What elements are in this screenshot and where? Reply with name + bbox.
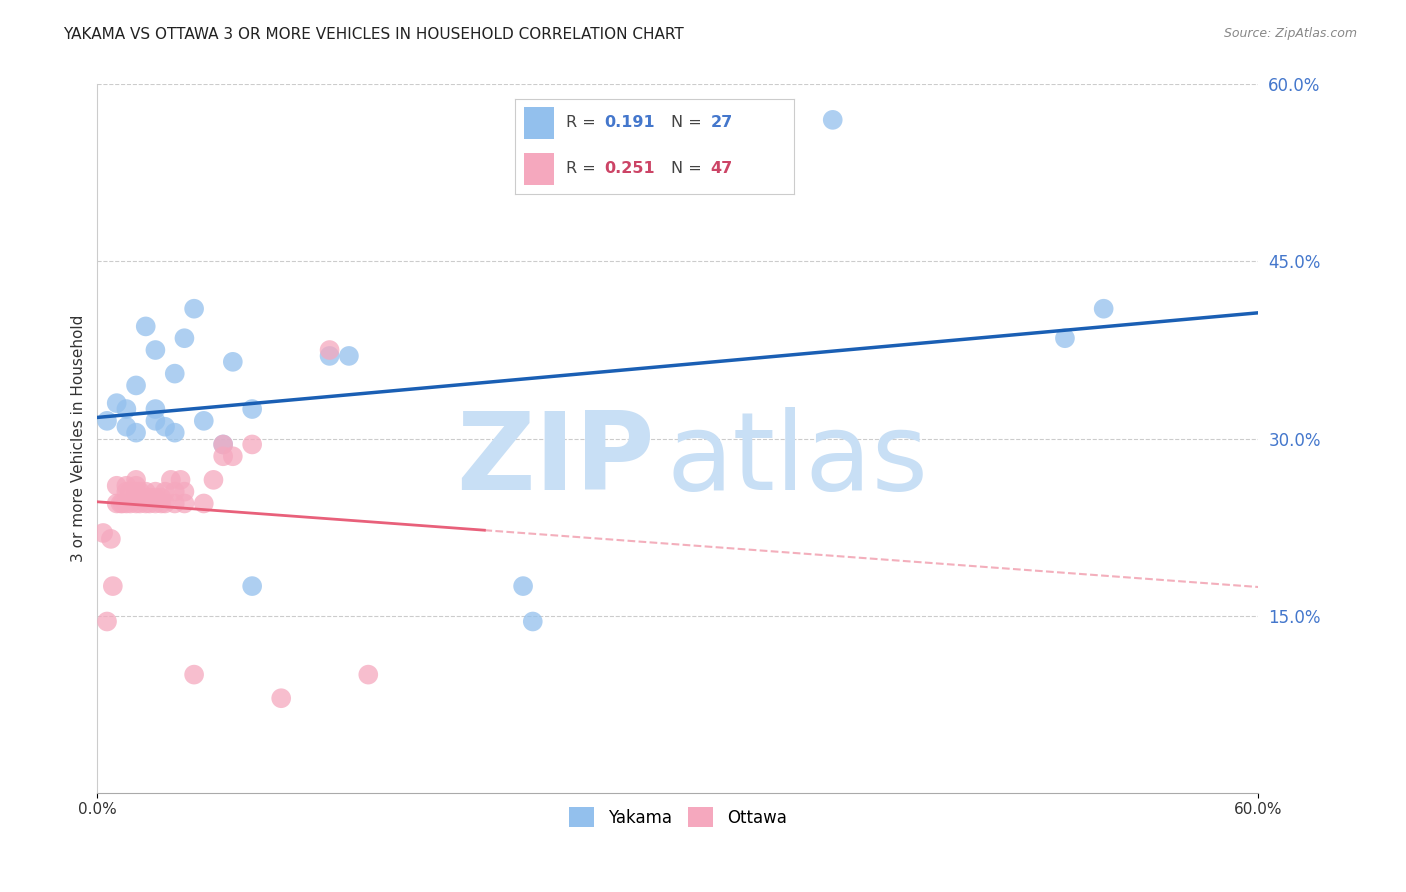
Point	[173, 484, 195, 499]
Point	[120, 496, 142, 510]
Point	[212, 437, 235, 451]
Point	[357, 667, 380, 681]
Point	[120, 484, 142, 499]
Point	[115, 479, 138, 493]
Y-axis label: 3 or more Vehicles in Household: 3 or more Vehicles in Household	[72, 315, 86, 562]
Point	[145, 484, 167, 499]
Point	[115, 496, 138, 510]
Point	[135, 319, 157, 334]
Point	[138, 491, 160, 505]
Point	[125, 473, 148, 487]
Point	[163, 425, 186, 440]
Point	[145, 496, 167, 510]
Point	[337, 349, 360, 363]
Point	[150, 491, 173, 505]
Point	[115, 419, 138, 434]
Point	[145, 402, 167, 417]
Point	[522, 615, 544, 629]
Point	[135, 484, 157, 499]
Point	[173, 331, 195, 345]
Point	[222, 355, 245, 369]
Point	[163, 496, 186, 510]
Point	[318, 349, 340, 363]
Point	[115, 484, 138, 499]
Point	[240, 579, 263, 593]
Point	[512, 579, 534, 593]
Point	[145, 414, 167, 428]
Point	[183, 301, 205, 316]
Text: atlas: atlas	[666, 407, 928, 513]
Point	[101, 579, 124, 593]
Point	[240, 402, 263, 417]
Point	[96, 615, 118, 629]
Point	[105, 496, 128, 510]
Point	[193, 496, 215, 510]
Point	[125, 378, 148, 392]
Point	[160, 473, 183, 487]
Point	[240, 437, 263, 451]
Point	[125, 425, 148, 440]
Point	[111, 496, 134, 510]
Legend: Yakama, Ottawa: Yakama, Ottawa	[562, 800, 793, 834]
Point	[145, 491, 167, 505]
Point	[145, 343, 167, 357]
Point	[212, 437, 235, 451]
Point	[193, 414, 215, 428]
Point	[222, 449, 245, 463]
Point	[163, 367, 186, 381]
Point	[129, 484, 152, 499]
Text: YAKAMA VS OTTAWA 3 OR MORE VEHICLES IN HOUSEHOLD CORRELATION CHART: YAKAMA VS OTTAWA 3 OR MORE VEHICLES IN H…	[63, 27, 685, 42]
Point	[318, 343, 340, 357]
Text: Source: ZipAtlas.com: Source: ZipAtlas.com	[1223, 27, 1357, 40]
Point	[115, 402, 138, 417]
Point	[183, 667, 205, 681]
Point	[110, 496, 132, 510]
Point	[1053, 331, 1076, 345]
Point	[163, 484, 186, 499]
Point	[169, 473, 191, 487]
Point	[91, 526, 114, 541]
Point	[153, 484, 176, 499]
Point	[125, 479, 148, 493]
Point	[96, 414, 118, 428]
Point	[153, 419, 176, 434]
Point	[105, 396, 128, 410]
Point	[129, 496, 152, 510]
Point	[153, 496, 176, 510]
Point	[821, 112, 844, 127]
Point	[100, 532, 122, 546]
Point	[125, 484, 148, 499]
Point	[138, 496, 160, 510]
Point	[135, 491, 157, 505]
Point	[125, 496, 148, 510]
Point	[1092, 301, 1115, 316]
Point	[202, 473, 225, 487]
Point	[212, 449, 235, 463]
Point	[150, 496, 173, 510]
Point	[270, 691, 292, 706]
Point	[105, 479, 128, 493]
Point	[135, 496, 157, 510]
Text: ZIP: ZIP	[456, 407, 655, 513]
Point	[173, 496, 195, 510]
